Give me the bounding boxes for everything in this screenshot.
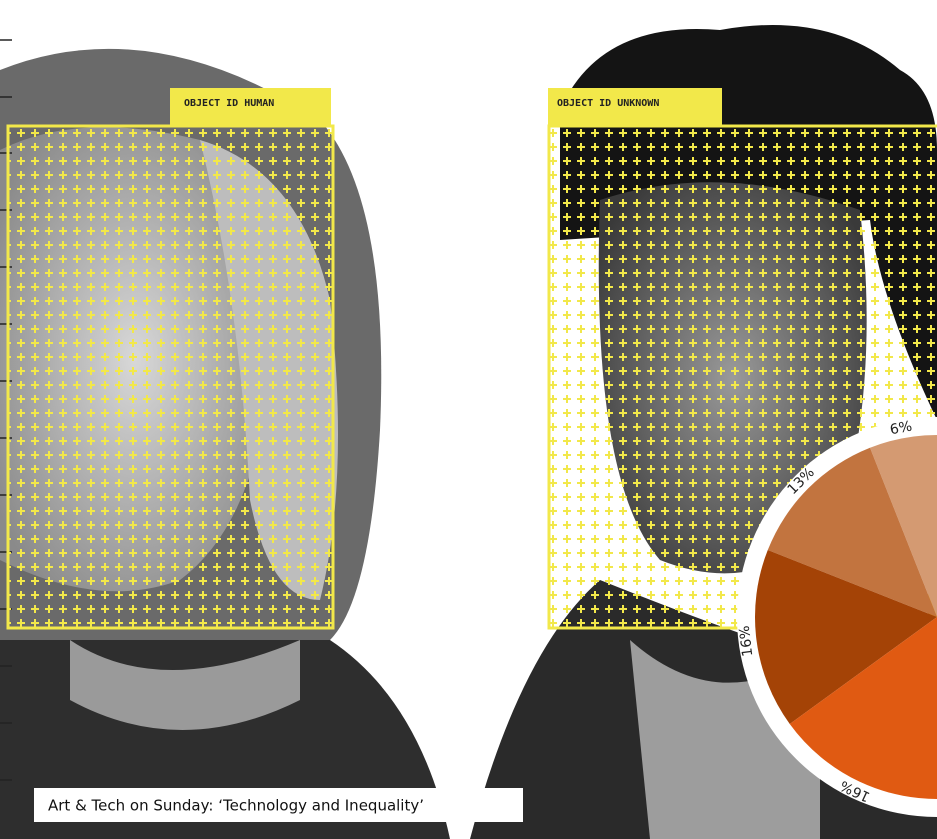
object-label: OBJECT ID UNKNOWN bbox=[557, 98, 659, 109]
pie-slice bbox=[789, 617, 937, 799]
pie: 6%13%16%16% bbox=[737, 418, 937, 805]
caption-box bbox=[34, 788, 523, 822]
detection-left: OBJECT ID HUMAN bbox=[6, 88, 335, 630]
pie-slice bbox=[870, 435, 937, 617]
object-label: OBJECT ID HUMAN bbox=[184, 98, 274, 109]
pie-slice bbox=[767, 447, 937, 617]
pie-label: 16% bbox=[737, 625, 757, 658]
caption: Art & Tech on Sunday: ‘Technology and In… bbox=[48, 797, 424, 815]
pie-slice bbox=[755, 550, 937, 724]
pie-label: 6% bbox=[889, 418, 914, 438]
